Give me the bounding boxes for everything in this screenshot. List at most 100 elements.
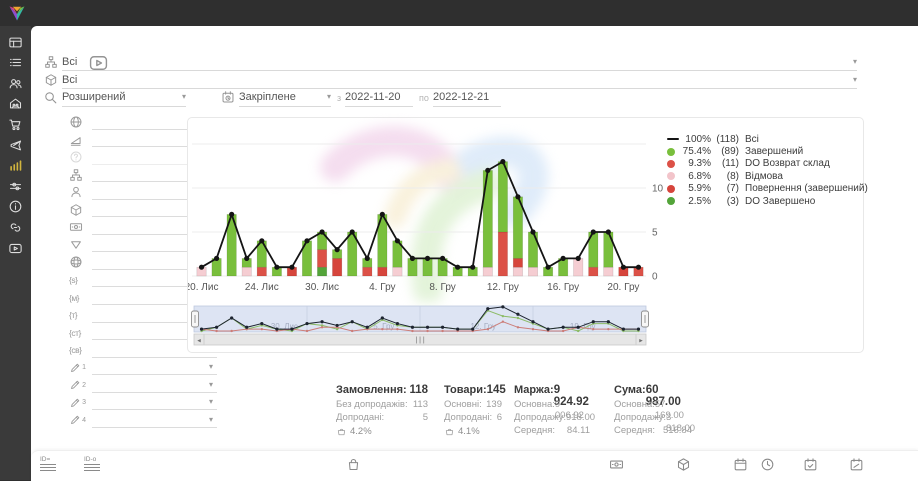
- bar-03.12[interactable]: [362, 258, 373, 277]
- sidebar-item-tutorials[interactable]: [0, 238, 31, 258]
- sidebar-item-partners[interactable]: [0, 217, 31, 237]
- side-filter-select[interactable]: ▾: [92, 360, 217, 376]
- bar-17.12[interactable]: [573, 258, 584, 277]
- sidebar-item-analytics[interactable]: [0, 156, 31, 176]
- info-icon: [8, 199, 23, 214]
- sidebar-item-info[interactable]: [0, 197, 31, 217]
- stat-sub-label: Основні:: [444, 399, 482, 410]
- bar-30.11[interactable]: [317, 231, 328, 277]
- side-filter-select[interactable]: ▾: [92, 413, 217, 428]
- tree-icon: [69, 168, 83, 182]
- column-date-modified-icon[interactable]: [849, 457, 864, 477]
- search-mode-value: Розширений: [62, 91, 126, 103]
- upsell-rate: 4.1%: [458, 426, 480, 437]
- navigator-point: [531, 320, 535, 324]
- legend-label: Всі: [745, 133, 759, 145]
- navigator-point: [577, 329, 580, 333]
- sidebar-item-settings[interactable]: [0, 176, 31, 196]
- filter-select-product-cube[interactable]: Всі ▾: [62, 71, 857, 90]
- y-tick-label: 5: [652, 228, 658, 239]
- column-date-status-icon[interactable]: [803, 457, 818, 477]
- clock-icon: [760, 457, 775, 472]
- chevron-down-icon: ▾: [208, 362, 213, 372]
- legend-item-3[interactable]: 6.8% (8) Відмова: [667, 170, 868, 182]
- stat-value: 60 987.00: [645, 384, 681, 408]
- app-logo[interactable]: [7, 3, 27, 23]
- legend-label: DO Завершено: [745, 195, 816, 207]
- legend-item-5[interactable]: 2.5% (3) DO Завершено: [667, 195, 868, 207]
- legend-count: (118): [716, 133, 739, 145]
- sidebar-item-dashboard[interactable]: [0, 32, 31, 52]
- navigator-point: [501, 305, 505, 309]
- side-filter-select[interactable]: ▾: [92, 395, 217, 411]
- bar-segment-v: [362, 266, 373, 277]
- legend-dot-marker: [667, 184, 681, 193]
- legend-label: Повернення (завершений): [745, 183, 868, 195]
- legend-item-2[interactable]: 9.3% (11) DO Возврат склад: [667, 158, 868, 170]
- line-point: [620, 264, 626, 270]
- legend-item-0[interactable]: 100% (118) Всі: [667, 133, 868, 145]
- search-mode-select[interactable]: Розширений ▾: [62, 88, 186, 107]
- stat-title: Сума:: [614, 384, 646, 396]
- navigator-point: [441, 329, 444, 333]
- navigator-handle-left[interactable]: [191, 310, 199, 328]
- bar-12.12[interactable]: [497, 161, 508, 277]
- bar-segment-m: [392, 266, 403, 277]
- legend-item-1[interactable]: 75.4% (89) Завершений: [667, 145, 868, 157]
- bar-07.12[interactable]: [422, 258, 433, 277]
- bar-06.12[interactable]: [407, 258, 418, 277]
- stat-sub-value: 84.11: [566, 425, 590, 436]
- legend-item-4[interactable]: 5.9% (7) Повернення (завершений): [667, 183, 868, 195]
- line-point: [198, 264, 205, 270]
- column-date-created-icon[interactable]: [733, 457, 748, 477]
- column-money-icon[interactable]: [609, 457, 624, 477]
- line-point: [304, 238, 310, 244]
- bar-13.12[interactable]: [512, 196, 523, 277]
- line-point: [515, 194, 521, 200]
- stat-title: Замовлення:: [336, 384, 407, 396]
- sidebar-item-customers[interactable]: [0, 73, 31, 93]
- line-point: [485, 167, 491, 173]
- sidebar-item-orders[interactable]: [0, 53, 31, 73]
- sidebar-item-warehouse[interactable]: [0, 94, 31, 114]
- stat-column-1: Товари: 145 Основні: 139 Допродані: 6 4.1%: [444, 384, 506, 438]
- navigator-point: [395, 321, 399, 326]
- side-filter-select[interactable]: ▾: [92, 378, 217, 393]
- column-time-created-icon[interactable]: [760, 457, 775, 477]
- sidebar-item-campaigns[interactable]: [0, 135, 31, 155]
- stat-value: 118: [409, 384, 428, 396]
- navigator-series: [201, 321, 639, 332]
- navigator-scrollbar[interactable]: [193, 333, 647, 346]
- line: [84, 464, 100, 465]
- line: [84, 467, 100, 468]
- bar-05.12[interactable]: [392, 240, 403, 277]
- scroll-left-arrow[interactable]: ◂: [197, 338, 201, 345]
- navigator-point: [621, 327, 625, 331]
- bar-01.12[interactable]: [332, 249, 343, 277]
- column-order-id-icon[interactable]: ID=: [40, 456, 56, 471]
- scrollbar-grip[interactable]: | | |: [415, 337, 425, 344]
- filter-select-org-tree[interactable]: Всі ▾: [62, 53, 857, 71]
- legend-label: Завершений: [745, 146, 804, 158]
- stat-sub-value: 57 169.00: [654, 399, 684, 421]
- top-bar: [0, 0, 918, 26]
- date-from-input[interactable]: 2022-11-20: [345, 88, 413, 107]
- bar-segment-m: [512, 266, 523, 277]
- period-mode-select[interactable]: Закріплене ▾: [239, 88, 331, 107]
- sidebar-item-cart[interactable]: [0, 114, 31, 134]
- cube-icon: [69, 203, 83, 217]
- date-from-label: з: [337, 93, 342, 103]
- x-tick-label: 24. Лис: [245, 282, 279, 293]
- scroll-right-arrow[interactable]: ▸: [639, 338, 643, 345]
- column-offer-id-icon[interactable]: ID-o: [84, 456, 100, 471]
- line-point: [364, 255, 370, 261]
- navigator-handle-right[interactable]: [641, 310, 649, 328]
- stat-sub-value: 516.84: [662, 425, 692, 436]
- help-icon: [69, 150, 83, 164]
- bar-23.11[interactable]: [241, 258, 252, 277]
- column-product-icon[interactable]: [676, 457, 691, 477]
- date-to-input[interactable]: 2022-12-21: [433, 88, 501, 107]
- navigator-point: [607, 327, 610, 331]
- navigator-label: 12. Гру: [470, 322, 496, 331]
- column-bag-icon[interactable]: [346, 457, 361, 477]
